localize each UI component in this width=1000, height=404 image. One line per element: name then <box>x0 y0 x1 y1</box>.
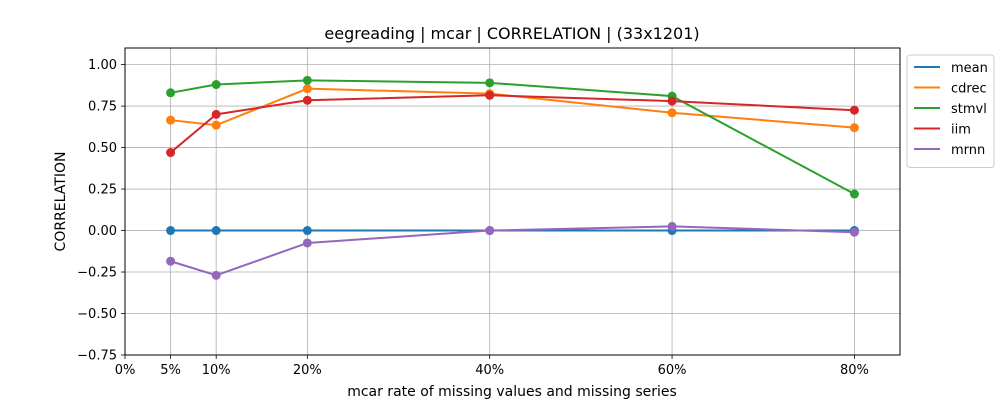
data-point-mrnn <box>849 227 859 237</box>
x-tick-label: 10% <box>202 363 231 378</box>
legend-item-mean: mean <box>914 61 988 76</box>
series-iim <box>166 90 859 158</box>
x-axis-label: mcar rate of missing values and missing … <box>347 384 677 400</box>
data-point-mrnn <box>485 226 495 236</box>
y-tick-label: 1.00 <box>88 58 117 73</box>
data-point-stmvl <box>302 75 312 85</box>
data-point-stmvl <box>211 80 221 90</box>
legend-label: iim <box>951 123 971 138</box>
legend-item-stmvl: stmvl <box>914 102 987 117</box>
x-tick-label: 80% <box>840 363 869 378</box>
data-point-cdrec <box>667 108 677 118</box>
data-point-mrnn <box>667 221 677 231</box>
data-point-cdrec <box>211 120 221 130</box>
series-mrnn <box>166 221 859 280</box>
data-point-stmvl <box>849 189 859 199</box>
legend-label: stmvl <box>951 102 987 117</box>
data-point-iim <box>667 96 677 106</box>
y-tick-label: 0.50 <box>88 141 117 156</box>
legend-label: mrnn <box>951 143 985 158</box>
series-line-cdrec <box>170 87 855 129</box>
grid <box>124 48 900 356</box>
x-tick-label: 60% <box>658 363 687 378</box>
data-point-cdrec <box>849 123 859 133</box>
legend-label: cdrec <box>951 82 987 97</box>
data-point-mean <box>211 226 221 236</box>
x-tick-label: 40% <box>475 363 504 378</box>
series-cdrec <box>166 84 859 133</box>
data-point-iim <box>485 90 495 100</box>
data-point-iim <box>302 95 312 105</box>
y-tick-label: −0.75 <box>77 349 117 364</box>
y-tick-label: 0.25 <box>88 183 117 198</box>
data-point-iim <box>849 105 859 115</box>
y-tick-label: −0.25 <box>77 266 117 281</box>
series-line-stmvl <box>170 79 855 195</box>
y-tick-label: 0.75 <box>88 100 117 115</box>
legend-item-cdrec: cdrec <box>914 82 987 97</box>
series-stmvl <box>166 75 859 199</box>
data-point-mean <box>302 226 312 236</box>
legend: mean cdrec stmvl iim mrnn <box>906 54 995 168</box>
legend-item-iim: iim <box>914 123 971 138</box>
data-point-mrnn <box>166 256 176 266</box>
legend-box <box>906 54 995 168</box>
x-tick-label: 20% <box>293 363 322 378</box>
y-axis-label: CORRELATION <box>53 152 69 252</box>
chart-title: eegreading | mcar | CORRELATION | (33x12… <box>324 24 699 43</box>
x-tick-label: 0% <box>115 363 136 378</box>
data-point-mrnn <box>211 270 221 280</box>
data-point-iim <box>166 148 176 158</box>
data-point-mrnn <box>302 238 312 248</box>
x-tick-label: 5% <box>160 363 181 378</box>
data-point-stmvl <box>166 88 176 98</box>
series-group <box>166 75 859 280</box>
data-point-mean <box>166 226 176 236</box>
plot-area-frame <box>124 47 901 356</box>
series-line-mrnn <box>170 225 855 277</box>
series-line-iim <box>169 94 855 154</box>
data-point-cdrec <box>302 84 312 94</box>
data-point-iim <box>211 109 221 119</box>
legend-label: mean <box>951 61 988 76</box>
data-point-cdrec <box>166 115 176 125</box>
axes: 0% 5% 10% 20% 40% 60% 80% −0.75 −0.50 −0.25 0.00 0.… <box>77 58 869 378</box>
data-point-stmvl <box>485 78 495 88</box>
legend-item-mrnn: mrnn <box>914 143 985 158</box>
y-tick-label: −0.50 <box>77 307 117 322</box>
y-tick-label: 0.00 <box>88 224 117 239</box>
